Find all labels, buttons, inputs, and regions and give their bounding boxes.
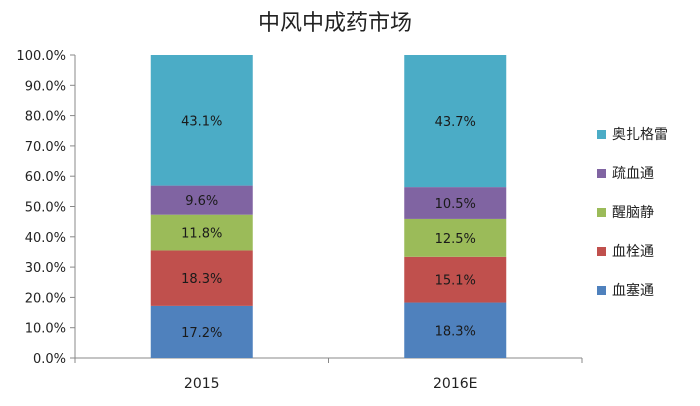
legend-label: 疏血通 — [612, 166, 654, 182]
bar-segment — [404, 218, 507, 257]
bars: 17.2% 18.3% 11.8% 9.6% 43.1% 18.3% 15.1% 12.5% 1… — [150, 55, 507, 358]
legend-label: 血栓通 — [612, 244, 654, 260]
data-label: 15.1% — [435, 274, 476, 289]
y-tick-label: 20.0% — [25, 291, 66, 306]
bar-segment — [150, 185, 253, 215]
data-label: 18.3% — [181, 272, 222, 287]
x-tick-label: 2015 — [184, 376, 220, 392]
legend-swatch — [597, 169, 606, 178]
bar-segment — [150, 55, 253, 186]
axes: 0.0% 10.0% 20.0% 30.0% 40.0% 50.0% 60.0% 70.0% 8… — [16, 49, 583, 392]
bar-segment — [150, 305, 253, 358]
chart-title: 中风中成药市场 — [258, 11, 412, 36]
data-label: 9.6% — [185, 194, 218, 209]
bar-segment — [404, 187, 507, 219]
legend-label: 奥扎格雷 — [612, 126, 668, 143]
data-label: 10.5% — [435, 197, 476, 212]
bar-segment — [150, 250, 253, 306]
bar-segment — [404, 302, 507, 358]
y-tick-label: 60.0% — [25, 170, 66, 185]
y-tick-label: 70.0% — [25, 140, 66, 155]
y-tick-label: 80.0% — [25, 110, 66, 125]
y-tick-label: 90.0% — [25, 79, 66, 94]
data-label: 43.7% — [435, 115, 476, 130]
y-tick-label: 40.0% — [25, 231, 66, 246]
bar-segment — [150, 214, 253, 251]
data-label: 12.5% — [435, 232, 476, 247]
data-label: 18.3% — [435, 324, 476, 339]
legend-swatch — [597, 247, 606, 256]
x-tick-label: 2016E — [433, 376, 477, 392]
y-tick-label: 100.0% — [16, 49, 66, 64]
data-label: 11.8% — [181, 227, 222, 242]
legend-label: 血塞通 — [612, 282, 654, 299]
bar-segment — [404, 256, 507, 303]
legend-swatch — [597, 286, 606, 295]
y-tick-label: 50.0% — [25, 201, 66, 216]
data-label: 43.1% — [181, 114, 222, 129]
data-label: 17.2% — [181, 326, 222, 341]
y-tick-label: 30.0% — [25, 261, 66, 276]
y-tick-label: 10.0% — [25, 322, 66, 337]
legend-label: 醒脑静 — [612, 205, 654, 221]
y-tick-label: 0.0% — [33, 352, 66, 367]
legend-swatch — [597, 130, 606, 139]
legend-swatch — [597, 208, 606, 217]
bar-segment — [404, 55, 507, 188]
